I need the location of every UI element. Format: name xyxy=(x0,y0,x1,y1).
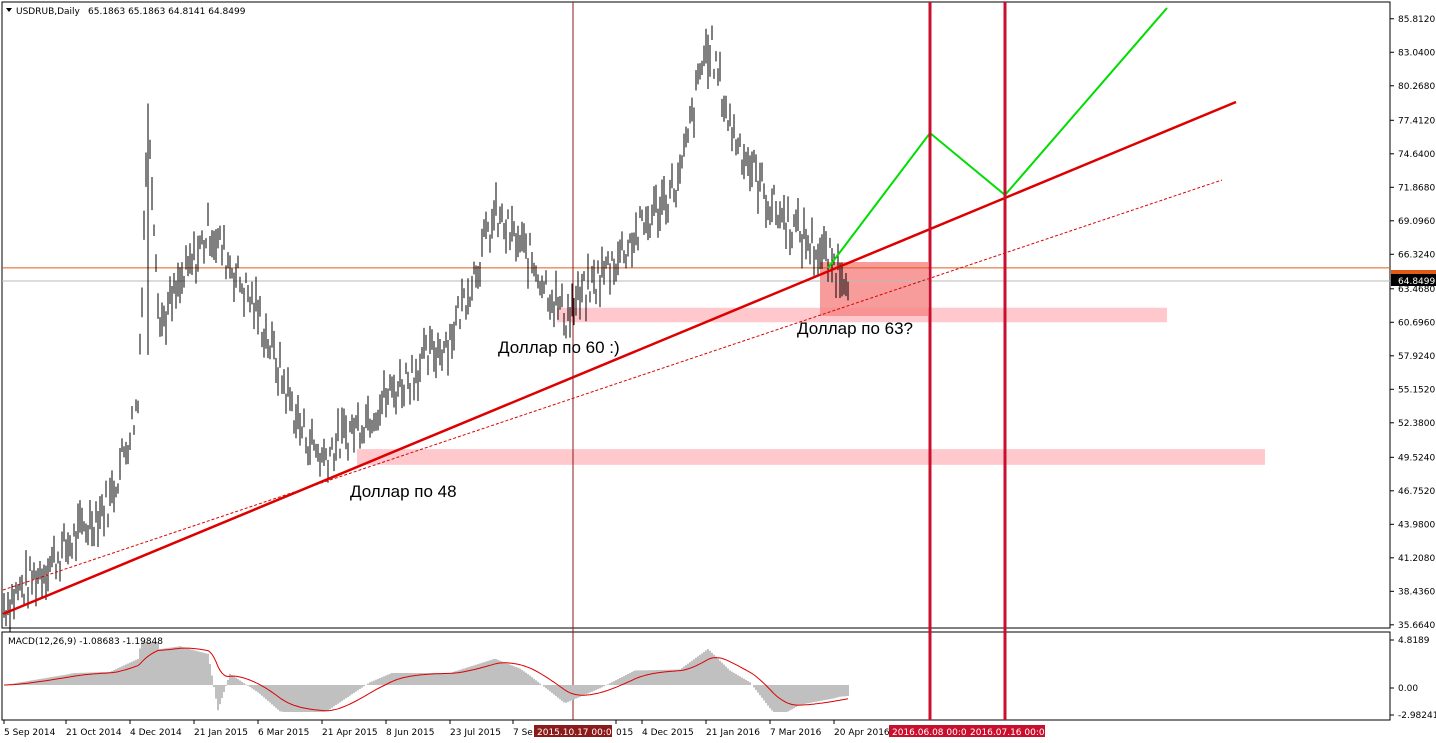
price-tick-label: 83.0400 xyxy=(1398,48,1435,58)
symbol-label: USDRUB,Daily xyxy=(16,7,81,17)
forecast-path[interactable] xyxy=(827,7,1168,269)
price-tick-label: 60.6960 xyxy=(1398,318,1435,328)
price-tick-label: 77.4120 xyxy=(1398,116,1435,126)
support-zone-48 xyxy=(357,449,1265,465)
price-tick-label: 35.6640 xyxy=(1398,621,1435,631)
dashed-trendline[interactable] xyxy=(2,179,1223,591)
price-tick-label: 63.4680 xyxy=(1398,285,1435,295)
price-axis: 85.8120 83.0400 80.2680 77.4120 74.6400 71.86… xyxy=(1390,15,1435,631)
last-price-tag xyxy=(1391,274,1436,286)
price-tick-label: 66.3240 xyxy=(1398,250,1435,260)
time-tick-label: 4 Dec 2014 xyxy=(130,728,182,738)
time-tick-label: 8 Jun 2015 xyxy=(386,728,434,738)
time-tick-label: 5 Sep 2014 xyxy=(4,728,56,738)
price-tick-label: 57.9240 xyxy=(1398,352,1435,362)
date-tag-label: 2015.10.17 00:00 xyxy=(537,728,618,738)
support-zone-63-box xyxy=(820,262,928,316)
date-tag-3 xyxy=(967,725,1045,737)
annotation-dollar-63: Доллар по 63? xyxy=(797,319,913,338)
time-tick-label: 20 Apr 2016 xyxy=(834,728,890,738)
date-tag-1 xyxy=(534,725,612,737)
price-tick-label: 49.5240 xyxy=(1398,453,1435,463)
time-tick-label: 7 Se xyxy=(513,728,533,738)
time-tick-label: 7 Mar 2016 xyxy=(770,728,822,738)
time-tick-label: 015 xyxy=(616,728,633,738)
current-price-tag xyxy=(1391,270,1436,274)
macd-tick-label: 0.00 xyxy=(1398,684,1418,694)
macd-tick-label: -2.98241 xyxy=(1398,711,1436,721)
date-tag-label: 2016.06.08 00:00 xyxy=(892,728,973,738)
price-tick-label: 43.9800 xyxy=(1398,520,1435,530)
price-tick-label: 80.2680 xyxy=(1398,82,1435,92)
macd-tick-label: 4.8189 xyxy=(1398,636,1430,646)
price-tick-label: 52.3800 xyxy=(1398,419,1435,429)
price-tick-label: 74.6400 xyxy=(1398,150,1435,160)
date-tag-2 xyxy=(889,725,967,737)
price-tick-label: 55.1520 xyxy=(1398,385,1435,395)
price-tick-label: 46.7520 xyxy=(1398,487,1435,497)
price-tick-label: 71.8680 xyxy=(1398,183,1435,193)
time-tick-label: 21 Apr 2015 xyxy=(322,728,378,738)
price-tick-label: 69.0960 xyxy=(1398,217,1435,227)
macd-label: MACD(12,26,9) -1.08683 -1.19848 xyxy=(8,637,163,647)
annotation-dollar-60: Доллар по 60 :) xyxy=(498,338,620,357)
time-tick-label: 21 Oct 2014 xyxy=(66,728,122,738)
time-tick-label: 21 Jan 2015 xyxy=(194,728,248,738)
time-tick-label: 6 Mar 2015 xyxy=(258,728,309,738)
macd-histogram xyxy=(5,642,849,712)
price-bars xyxy=(3,25,849,633)
date-tag-label: 2016.07.16 00:00 xyxy=(970,728,1051,738)
price-tick-label: 38.4360 xyxy=(1398,587,1435,597)
time-tick-label: 23 Jul 2015 xyxy=(450,728,501,738)
price-tick-label: 41.2080 xyxy=(1398,554,1435,564)
time-tick-label: 21 Jan 2016 xyxy=(706,728,760,738)
annotation-dollar-48: Доллар по 48 xyxy=(350,482,457,501)
last-price-label: 64.8499 xyxy=(1398,277,1435,287)
macd-signal-line xyxy=(4,647,849,712)
ohlc-label: 65.1863 65.1863 64.8141 64.8499 xyxy=(88,7,246,17)
price-tick-label: 85.8120 xyxy=(1398,15,1435,25)
time-axis: 5 Sep 2014 21 Oct 2014 4 Dec 2014 21 Jan 20… xyxy=(3,720,890,738)
dropdown-arrow-icon[interactable] xyxy=(6,8,12,12)
main-trendline[interactable] xyxy=(2,100,1237,616)
time-tick-label: 4 Dec 2015 xyxy=(642,728,694,738)
